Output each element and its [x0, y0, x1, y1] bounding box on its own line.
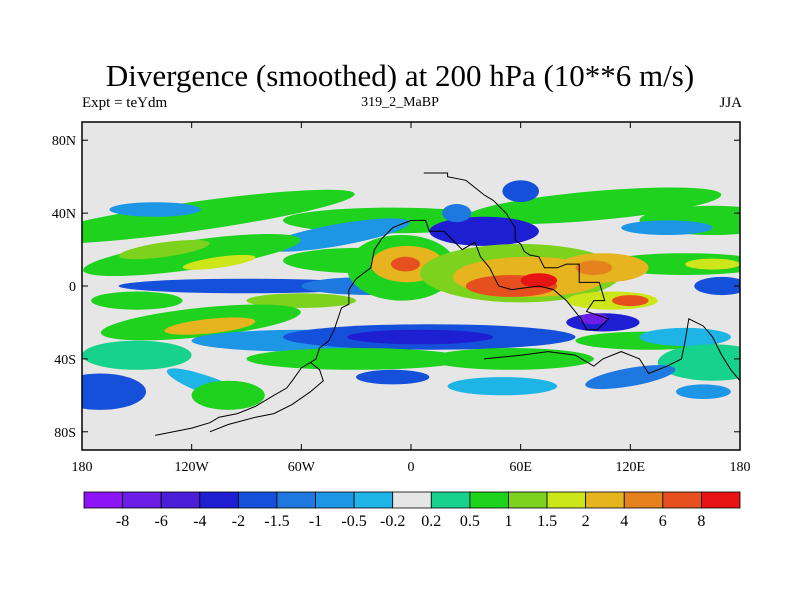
colorbar-swatch: [315, 491, 355, 509]
contour-region: [676, 384, 731, 400]
colorbar-swatch: [662, 491, 702, 509]
x-tick-label: 60W: [288, 460, 316, 475]
contour-region: [585, 365, 676, 390]
colorbar-label: 1: [505, 513, 513, 530]
contour-region: [502, 180, 539, 203]
experiment-label: Expt = teYdm: [82, 95, 168, 111]
contour-region: [429, 348, 594, 370]
contour-region: [182, 254, 256, 270]
contour-region: [356, 369, 430, 385]
x-tick-label: 120W: [175, 460, 210, 475]
contour-region: [246, 293, 357, 308]
contour-region: [109, 202, 201, 217]
colorbar-swatch: [237, 491, 278, 509]
contour-region: [390, 256, 421, 272]
coastline: [411, 172, 610, 331]
colorbar-label: -4: [193, 513, 206, 530]
x-tick-label: 60E: [509, 460, 532, 475]
colorbar-label: -6: [155, 513, 168, 530]
contour-region: [621, 220, 713, 235]
colorbar-swatch: [585, 491, 625, 509]
y-tick-label: 0: [69, 280, 76, 295]
colorbar-label: -0.2: [380, 513, 405, 530]
contour-region: [612, 295, 649, 307]
contour-region: [191, 380, 265, 410]
contour-region: [575, 260, 613, 276]
colorbar-swatch: [430, 491, 471, 509]
colorbar-swatch: [353, 491, 394, 509]
contour-region: [82, 340, 192, 370]
colorbar-label: 0.5: [460, 513, 480, 530]
colorbar-label: 4: [620, 513, 628, 530]
colorbar-label: 2: [582, 513, 590, 530]
x-tick-label: 180: [730, 460, 751, 475]
colorbar-label: -1.5: [264, 513, 289, 530]
colorbar-label: -2: [232, 513, 245, 530]
coastline-outline: [155, 172, 740, 436]
colorbar-swatch: [199, 491, 239, 509]
coastline: [155, 219, 412, 436]
colorbar-label: -0.5: [341, 513, 366, 530]
x-tick-label: 180: [72, 460, 93, 475]
colorbar: -8 -6 -4 -2 -1.5 -1 -0.5 -0.2 0.2 0.5 1 1.5 2 4 6 8: [83, 491, 741, 530]
contour-region: [83, 233, 301, 277]
contour-region: [685, 258, 740, 270]
colorbar-swatch: [83, 491, 123, 509]
colorbar-label: 0.2: [421, 513, 441, 530]
divergence-field: [82, 180, 740, 410]
y-tick-label: 80N: [52, 134, 76, 149]
colorbar-label: -8: [116, 513, 129, 530]
contour-region: [639, 327, 731, 347]
contour-region: [91, 291, 183, 310]
x-tick-label: 0: [408, 460, 415, 475]
colorbar-label: 1.5: [537, 513, 557, 530]
contour-region: [657, 344, 740, 381]
y-tick-label: 80S: [54, 426, 76, 441]
contour-region: [164, 317, 256, 335]
colorbar-swatch: [623, 491, 664, 509]
contour-region: [694, 276, 740, 296]
contour-region: [246, 348, 466, 370]
x-tick-label: 120E: [616, 460, 646, 475]
coastline: [209, 362, 324, 433]
y-tick-label: 40S: [54, 353, 76, 368]
contour-region: [82, 373, 146, 410]
colorbar-swatch: [469, 491, 509, 509]
contour-region: [466, 187, 722, 225]
contour-region: [429, 216, 539, 246]
contour-region: [442, 204, 472, 223]
contour-region: [447, 377, 558, 396]
contour-region: [82, 189, 355, 244]
colorbar-label: -1: [309, 513, 322, 530]
colorbar-swatch: [508, 491, 548, 509]
season-label: JJA: [719, 95, 742, 111]
y-tick-label: 40N: [52, 207, 76, 222]
chart-title: Divergence (smoothed) at 200 hPa (10**6 …: [105, 58, 695, 93]
run-label: 319_2_MaBP: [361, 95, 439, 110]
colorbar-label: 6: [659, 513, 667, 530]
colorbar-label: 8: [697, 513, 705, 530]
colorbar-swatch: [392, 491, 432, 509]
contour-region: [520, 273, 558, 288]
colorbar-swatch: [276, 491, 316, 509]
contour-region: [265, 218, 410, 252]
colorbar-swatch: [122, 491, 162, 509]
colorbar-swatch: [546, 491, 587, 509]
coastline: [484, 318, 740, 382]
colorbar-swatch: [701, 491, 741, 509]
map-axes: 180 120W 60W 0 60E 120E 180 80N 40N 0 40S 80S: [52, 122, 751, 475]
contour-region: [347, 329, 494, 345]
contour-region: [119, 239, 210, 260]
colorbar-swatch: [160, 491, 201, 509]
